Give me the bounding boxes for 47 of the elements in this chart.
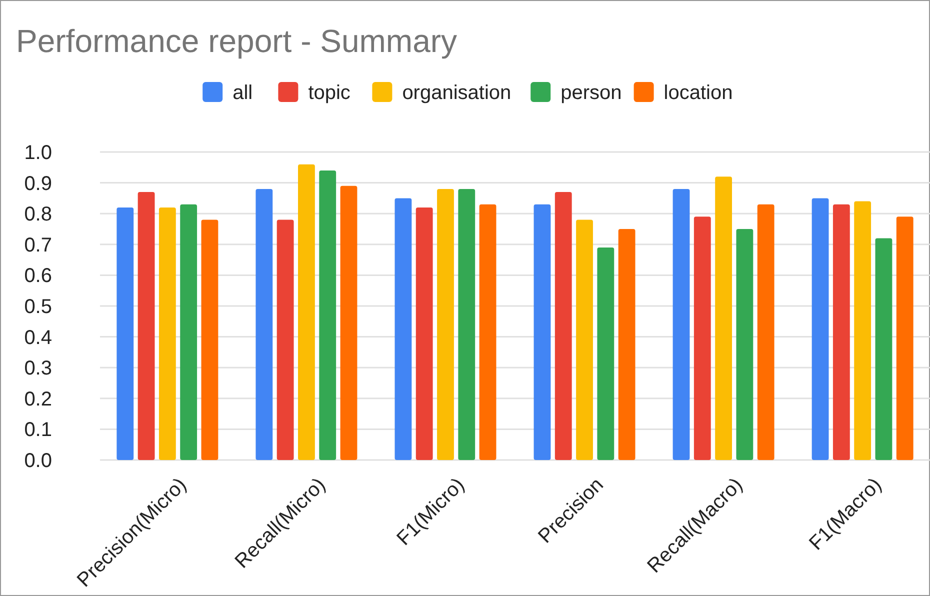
bar [854, 201, 872, 460]
bar [319, 170, 336, 460]
y-tick-label: 0.9 [24, 172, 52, 195]
legend-label: all [232, 82, 253, 104]
bar [812, 198, 829, 460]
chart-title: Performance report - Summary [16, 23, 458, 59]
bar [479, 204, 496, 460]
bar [534, 204, 551, 460]
bar [757, 204, 774, 460]
bar [715, 176, 732, 460]
bar [597, 247, 614, 460]
y-tick-label: 1.0 [24, 142, 52, 164]
y-tick-label: 0.7 [24, 234, 52, 256]
y-tick-label: 0.3 [24, 358, 52, 380]
y-tick-label: 0.5 [24, 296, 52, 318]
bar [694, 216, 711, 460]
bar [875, 238, 892, 460]
bar [832, 204, 850, 460]
bar [116, 207, 134, 460]
legend-label: organisation [402, 82, 512, 104]
bar [158, 207, 176, 460]
y-tick-label: 0.2 [24, 388, 52, 410]
bar [298, 164, 315, 460]
bar [256, 188, 273, 460]
bar [138, 192, 155, 460]
y-tick-label: 0.1 [24, 419, 52, 442]
legend-label: person [560, 82, 622, 104]
y-tick-label: 0.0 [24, 450, 52, 472]
bar [180, 204, 198, 460]
bar [672, 188, 690, 460]
y-tick-label: 0.8 [24, 204, 52, 226]
bar [394, 198, 412, 460]
bar [554, 192, 572, 460]
bar [201, 220, 218, 460]
bar [416, 207, 433, 460]
bar [276, 220, 294, 460]
legend-label: location [664, 82, 733, 104]
bar [437, 188, 454, 460]
bar [576, 220, 593, 460]
bar [618, 229, 636, 460]
y-tick-label: 0.6 [24, 265, 52, 288]
legend-label: topic [308, 82, 350, 104]
bar [340, 186, 358, 460]
bar [736, 229, 754, 460]
y-tick-label: 0.4 [24, 326, 52, 349]
bar [896, 216, 914, 460]
bar [458, 188, 476, 460]
